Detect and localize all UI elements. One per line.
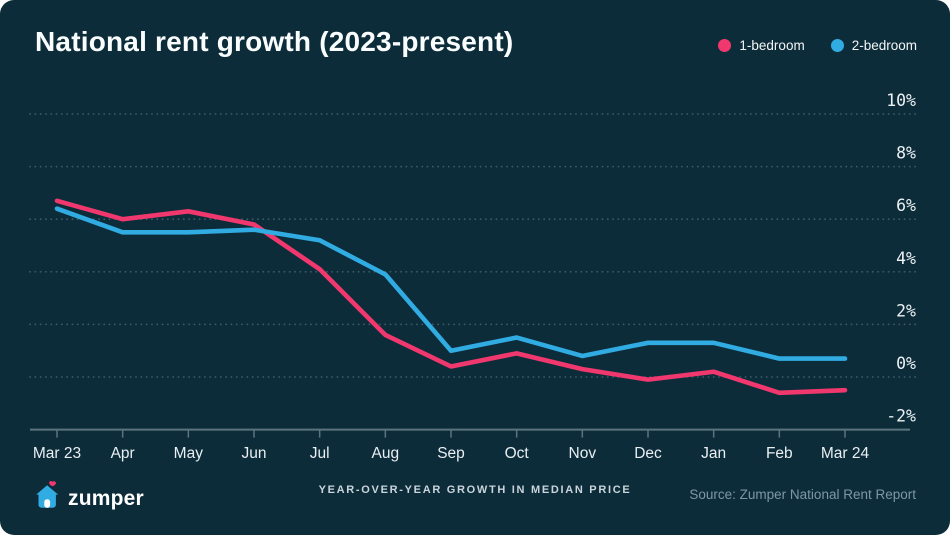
y-tick-label: -2% bbox=[886, 407, 916, 426]
y-tick-label: 2% bbox=[896, 301, 916, 320]
legend-label-2bedroom: 2-bedroom bbox=[851, 38, 917, 53]
chart-caption: YEAR-OVER-YEAR GROWTH IN MEDIAN PRICE bbox=[318, 484, 632, 496]
series-line-1-bedroom bbox=[54, 198, 848, 396]
legend-item-2bedroom: 2-bedroom bbox=[830, 38, 917, 53]
x-tick-label: Aug bbox=[372, 445, 400, 462]
x-tick-label: Mar 23 bbox=[33, 445, 81, 462]
y-tick-label: 0% bbox=[896, 354, 916, 373]
x-tick-label: Feb bbox=[766, 445, 793, 462]
x-tick-label: May bbox=[174, 445, 204, 462]
y-tick-label: 6% bbox=[896, 196, 916, 215]
y-tick-label: 4% bbox=[896, 249, 916, 268]
heart-icon bbox=[49, 481, 56, 487]
source-note: Source: Zumper National Rent Report bbox=[689, 487, 916, 502]
footer: zumper YEAR-OVER-YEAR GROWTH IN MEDIAN P… bbox=[0, 475, 950, 535]
y-tick-label: 8% bbox=[896, 144, 916, 163]
house-icon bbox=[36, 481, 59, 508]
x-tick-label: Oct bbox=[505, 445, 530, 462]
zumper-logo: zumper bbox=[34, 480, 144, 509]
1bedroom-dot-icon bbox=[718, 39, 732, 52]
x-tick-label: Dec bbox=[634, 445, 662, 462]
x-tick-label: Jun bbox=[242, 445, 267, 462]
x-tick-label: Sep bbox=[437, 445, 465, 462]
legend-label-1bedroom: 1-bedroom bbox=[739, 38, 805, 53]
x-tick-label: Nov bbox=[569, 445, 597, 462]
2bedroom-dot-icon bbox=[830, 39, 844, 52]
x-tick-label: Jul bbox=[310, 445, 330, 462]
x-tick-label: Mar 24 bbox=[821, 445, 870, 462]
brand-name: zumper bbox=[68, 487, 144, 510]
x-tick-label: Jan bbox=[701, 445, 726, 462]
y-tick-label: 10% bbox=[886, 91, 916, 110]
x-tick-label: Apr bbox=[111, 445, 135, 462]
series-line-2-bedroom bbox=[54, 206, 848, 361]
legend-item-1bedroom: 1-bedroom bbox=[718, 38, 805, 53]
legend: 1-bedroom 2-bedroom bbox=[718, 38, 917, 53]
page-title: National rent growth (2023-present) bbox=[35, 26, 514, 57]
